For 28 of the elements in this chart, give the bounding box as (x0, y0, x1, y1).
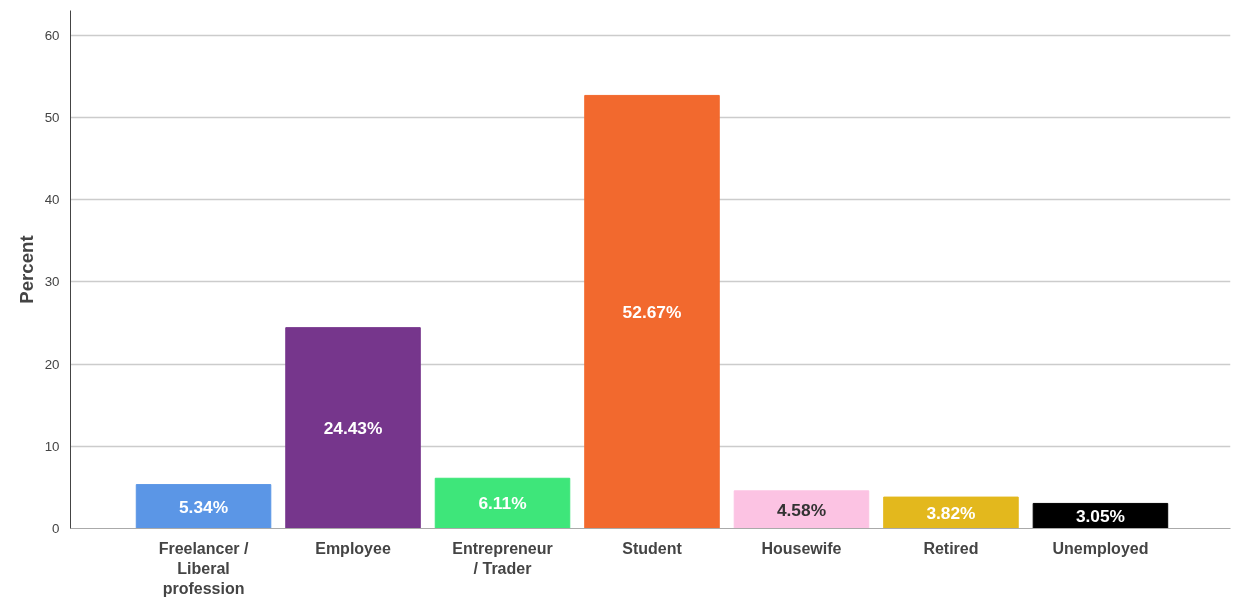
y-tick-label: 30 (44, 274, 60, 290)
data-label: 52.67% (622, 301, 682, 322)
y-tick-label: 0 (52, 521, 60, 536)
bar (434, 477, 571, 529)
bar (135, 484, 272, 529)
x-tick-label: Freelancer / Liberal profession (158, 539, 250, 598)
bar (733, 490, 870, 529)
x-tick-label: Student (622, 539, 683, 557)
y-tick-label: 60 (44, 27, 60, 43)
x-tick-label: Housewife (761, 539, 842, 557)
data-label: 5.34% (178, 496, 229, 517)
bar (285, 327, 421, 529)
data-label: 24.43% (323, 418, 383, 439)
data-label: 3.05% (1075, 505, 1126, 526)
x-tick-label: Retired (923, 539, 979, 557)
y-tick-label: 20 (44, 356, 60, 372)
bar (883, 496, 1019, 529)
x-tick-label: Unemployed (1052, 539, 1149, 557)
y-tick-label: 10 (44, 438, 60, 454)
data-label: 3.82% (926, 502, 976, 523)
data-label: 6.11% (478, 493, 527, 514)
x-tick-label: Entrepreneur / Trader (452, 539, 553, 577)
x-tick-label: Employee (315, 539, 391, 557)
y-tick-label: 50 (44, 109, 60, 125)
y-axis-title: Percent (15, 235, 37, 304)
bar (584, 94, 720, 529)
data-label: 4.58% (776, 499, 827, 520)
y-tick-label: 40 (44, 192, 60, 208)
